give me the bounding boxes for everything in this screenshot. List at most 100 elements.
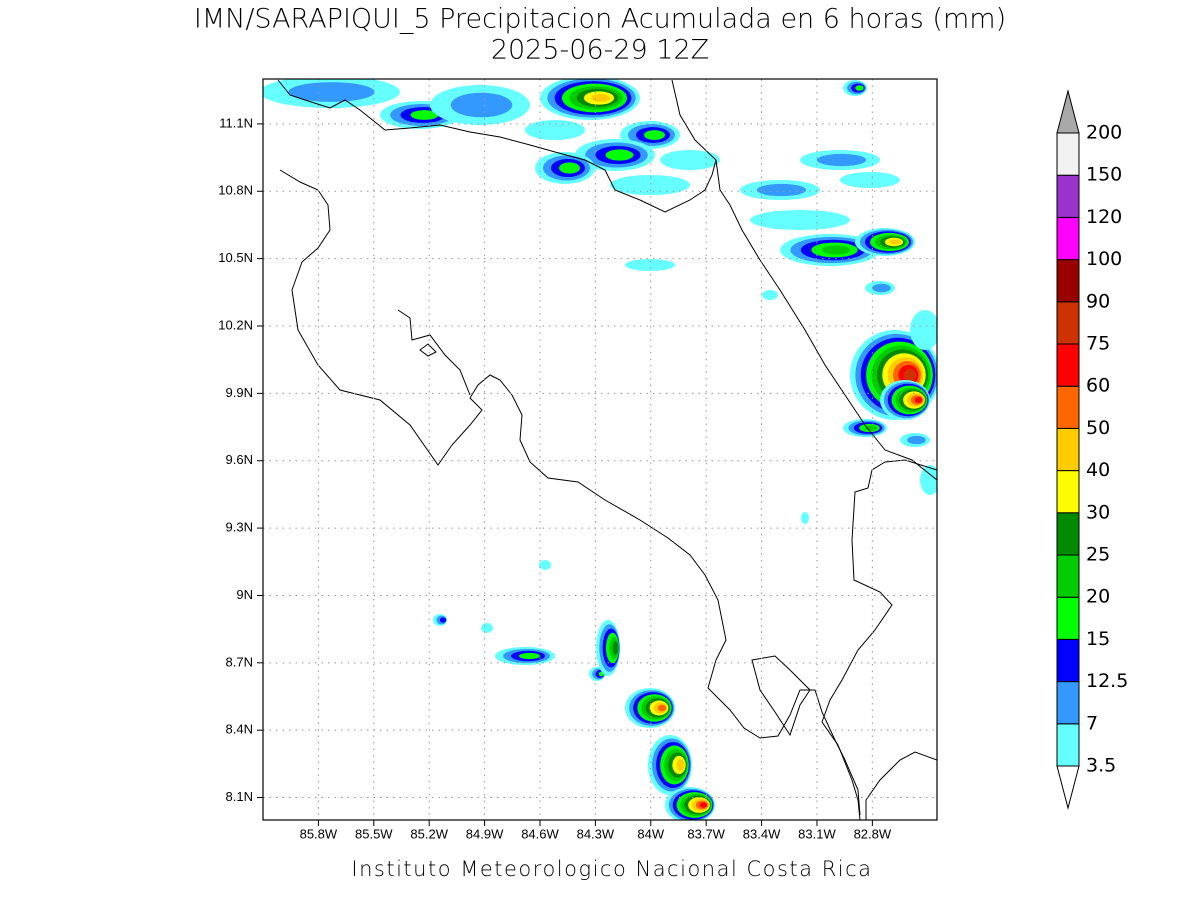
colorbar-segment bbox=[1056, 596, 1080, 640]
precip-area bbox=[410, 110, 439, 120]
footer: Instituto Meteorologico Nacional Costa R… bbox=[351, 857, 872, 881]
precipitation-field bbox=[263, 79, 937, 820]
colorbar-label: 75 bbox=[1086, 333, 1110, 355]
border-north bbox=[277, 79, 717, 213]
colorbar-label: 12.5 bbox=[1086, 670, 1128, 692]
precip-area bbox=[657, 704, 667, 712]
colorbar-label: 50 bbox=[1086, 417, 1110, 439]
y-tick-label: 11.1N bbox=[219, 115, 253, 130]
x-tick-label: 82.8W bbox=[854, 826, 892, 841]
colorbar-label: 7 bbox=[1086, 712, 1098, 734]
colorbar-label: 100 bbox=[1086, 248, 1122, 270]
x-tick-label: 83.1W bbox=[798, 826, 836, 841]
x-tick-label: 84.6W bbox=[521, 826, 559, 841]
precip-area bbox=[610, 175, 690, 195]
island bbox=[419, 343, 437, 357]
colorbar-label: 30 bbox=[1086, 501, 1110, 523]
precip-area bbox=[821, 245, 851, 255]
precip-area bbox=[612, 641, 619, 655]
colorbar-segment bbox=[1056, 554, 1080, 598]
colorbar-segment bbox=[1056, 343, 1080, 387]
title: IMN/SARAPIQUI_5 Precipitacion Acumulada … bbox=[194, 4, 1006, 35]
precip-area bbox=[625, 259, 675, 271]
precip-area bbox=[481, 623, 493, 633]
x-tick-label: 83.7W bbox=[687, 826, 725, 841]
colorbar-segment bbox=[1056, 723, 1080, 767]
colorbar-segment bbox=[1056, 216, 1080, 261]
colorbar-label: 3.5 bbox=[1086, 755, 1116, 777]
caribbean-coast bbox=[715, 159, 937, 481]
precip-area bbox=[525, 120, 585, 140]
x-tick-label: 84.9W bbox=[466, 826, 504, 841]
precip-area bbox=[762, 290, 778, 300]
plot-frame bbox=[262, 78, 938, 821]
y-tick-label: 9N bbox=[236, 587, 253, 602]
subtitle: 2025-06-29 12Z bbox=[491, 35, 709, 66]
precip-area bbox=[539, 560, 551, 570]
colorbar-segment bbox=[1056, 427, 1080, 472]
y-tick-label: 9.3N bbox=[226, 520, 253, 535]
precip-area bbox=[519, 652, 540, 660]
colorbar-label: 200 bbox=[1086, 122, 1122, 144]
precip-area bbox=[676, 759, 685, 771]
pacific-coast bbox=[279, 169, 861, 816]
x-tick-label: 85.5W bbox=[355, 826, 393, 841]
colorbar-over bbox=[1056, 89, 1080, 134]
precip-area bbox=[559, 162, 580, 174]
axes: 85.8W 85.5W 85.2W 84.9W 84.6W 84.3W 84W 83.7W 83… bbox=[218, 79, 937, 841]
colorbar-label: 120 bbox=[1086, 206, 1122, 228]
precip-area bbox=[750, 210, 850, 230]
colorbar-segment bbox=[1056, 301, 1080, 345]
precip-area bbox=[840, 172, 900, 188]
y-tick-label: 9.6N bbox=[226, 452, 253, 467]
colorbar-segment bbox=[1056, 638, 1080, 683]
precip-area bbox=[591, 93, 610, 103]
colorbar-label: 20 bbox=[1086, 586, 1110, 608]
colorbar-segment bbox=[1056, 132, 1080, 176]
precip-area bbox=[855, 85, 864, 91]
colorbar-label: 60 bbox=[1086, 375, 1110, 397]
precip-area bbox=[903, 368, 917, 382]
precip-area bbox=[439, 617, 447, 623]
colorbar-label: 15 bbox=[1086, 628, 1110, 650]
panama-coast bbox=[865, 751, 937, 820]
precip-area bbox=[907, 435, 926, 445]
precip-area bbox=[872, 283, 891, 293]
precip-area bbox=[816, 153, 867, 167]
y-tick-label: 8.1N bbox=[226, 789, 253, 804]
precip-area bbox=[920, 465, 937, 495]
precip-area bbox=[910, 310, 937, 350]
x-tick-label: 84.3W bbox=[577, 826, 615, 841]
border-panama bbox=[821, 459, 937, 820]
precip-area bbox=[288, 82, 375, 102]
colorbar-label: 25 bbox=[1086, 544, 1110, 566]
precip-area bbox=[914, 396, 923, 404]
y-tick-label: 10.8N bbox=[218, 183, 253, 198]
colorbar-label: 40 bbox=[1086, 459, 1110, 481]
x-tick-label: 85.2W bbox=[410, 826, 448, 841]
x-tick-label: 85.8W bbox=[300, 826, 338, 841]
precip-area bbox=[801, 512, 809, 524]
x-tick-label: 84W bbox=[637, 826, 664, 841]
y-tick-label: 8.4N bbox=[226, 722, 253, 737]
colorbar-segment bbox=[1056, 512, 1080, 556]
nicoya-gulf-coast bbox=[397, 309, 471, 396]
colorbar-under bbox=[1056, 765, 1080, 810]
precip-area bbox=[605, 149, 634, 161]
colorbar-segment bbox=[1056, 385, 1080, 429]
colorbar: 3.5 7 12.5 15 20 25 30 40 50 60 75 90 100 120 150 200 bbox=[1056, 89, 1128, 810]
colorbar-segment bbox=[1056, 174, 1080, 218]
precip-area bbox=[699, 802, 708, 808]
coastlines bbox=[277, 79, 937, 820]
x-tick-label: 83.4W bbox=[743, 826, 781, 841]
colorbar-segment bbox=[1056, 470, 1080, 514]
precip-area bbox=[660, 150, 720, 170]
colorbar-label: 150 bbox=[1086, 164, 1122, 186]
y-tick-label: 9.9N bbox=[226, 385, 253, 400]
burica-peninsula bbox=[751, 655, 811, 737]
precip-area bbox=[756, 183, 807, 197]
colorbar-segment bbox=[1056, 681, 1080, 725]
y-tick-label: 10.2N bbox=[218, 317, 253, 332]
precip-area bbox=[644, 130, 665, 140]
